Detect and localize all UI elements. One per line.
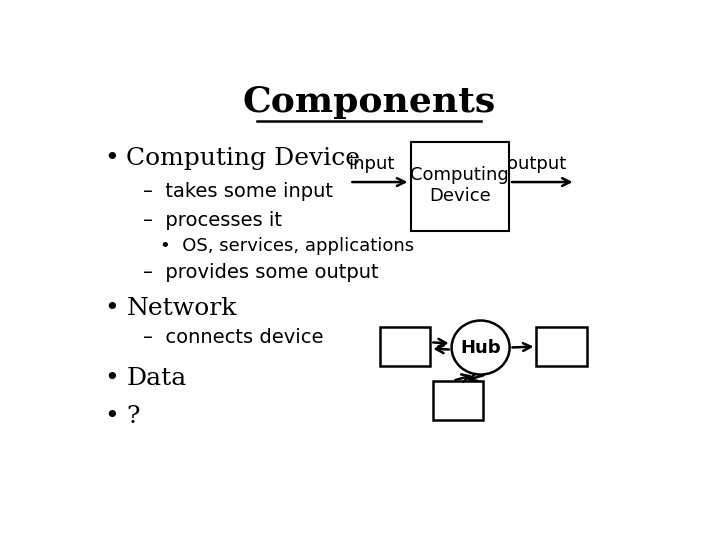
Text: –  takes some input: – takes some input [143, 182, 333, 201]
Text: output: output [507, 155, 566, 173]
Text: Hub: Hub [460, 339, 501, 356]
Bar [536, 327, 587, 366]
Text: Network: Network [126, 296, 237, 320]
Bar [380, 327, 431, 366]
Text: Computing Device: Computing Device [126, 147, 360, 170]
Text: input: input [348, 155, 395, 173]
Text: –  connects device: – connects device [143, 328, 323, 347]
Bar [411, 141, 508, 231]
Text: •: • [104, 367, 119, 390]
Ellipse shape [451, 321, 510, 375]
Text: –  provides some output: – provides some output [143, 263, 379, 282]
Text: •: • [104, 404, 119, 428]
Text: •: • [104, 296, 119, 320]
Text: •: • [104, 147, 119, 170]
Text: •  OS, services, applications: • OS, services, applications [160, 237, 414, 255]
Text: Data: Data [126, 367, 186, 390]
Text: ?: ? [126, 404, 140, 428]
Text: Components: Components [243, 85, 495, 119]
Text: Computing
Device: Computing Device [410, 166, 509, 205]
Bar [433, 381, 483, 420]
Text: –  processes it: – processes it [143, 211, 282, 230]
